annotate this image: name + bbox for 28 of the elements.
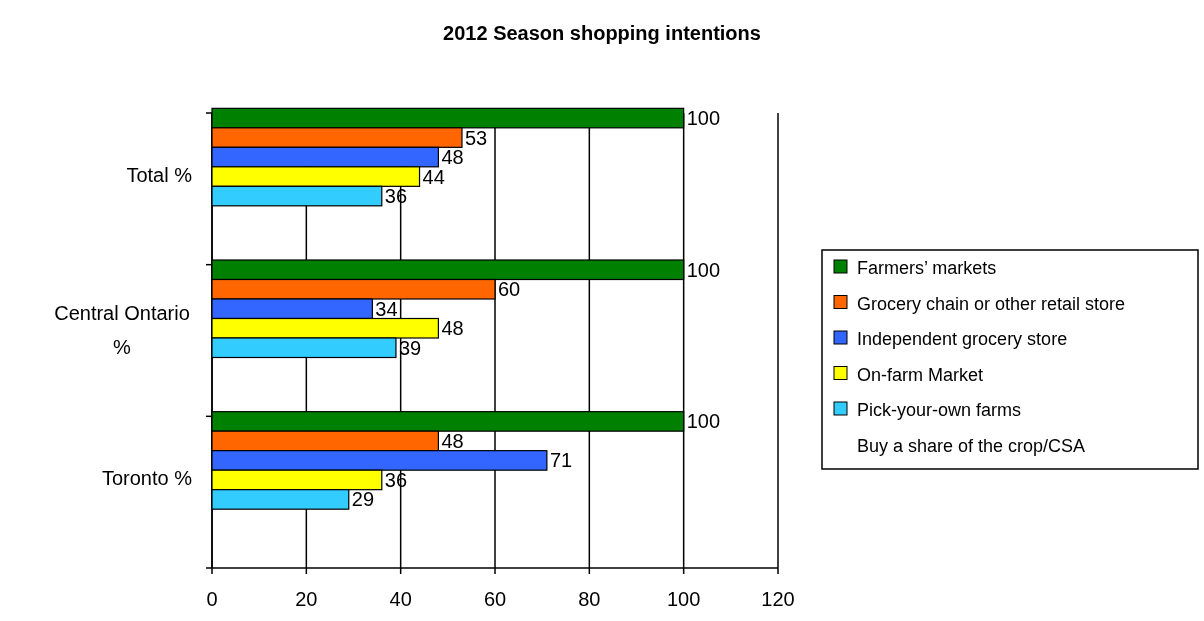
data-label: 60	[498, 278, 521, 301]
x-tick-label: 100	[666, 588, 701, 610]
x-tick-label: 60	[483, 588, 507, 610]
legend-label: Pick-your-own farms	[857, 400, 1022, 420]
data-label: 48	[441, 429, 464, 452]
y-tick-label: Total %	[126, 163, 193, 186]
legend-label: Grocery chain or other retail store	[857, 293, 1126, 314]
x-tick-label: 20	[295, 588, 318, 610]
data-label: 34	[375, 297, 398, 320]
data-label: 48	[441, 317, 464, 340]
data-label: 100	[686, 107, 721, 130]
legend-label: Farmers’ markets	[857, 258, 997, 278]
legend-label: Independent grocery store	[857, 329, 1068, 349]
chart-title: 2012 Season shopping intentions	[443, 22, 761, 44]
y-tick-label: Toronto %	[101, 467, 193, 490]
data-label: 53	[464, 126, 488, 149]
data-label: 100	[686, 410, 721, 433]
legend-label: On-farm Market	[857, 364, 984, 385]
x-tick-label: 120	[761, 588, 795, 610]
data-label: 100	[686, 258, 721, 281]
x-tick-label: 0	[206, 588, 218, 610]
x-tick-label: 80	[578, 588, 601, 610]
text: Buy a share of the crop/CSA	[857, 435, 1086, 456]
data-label: 29	[351, 488, 375, 511]
x-tick-label: 40	[389, 588, 412, 610]
data-label: 39	[398, 336, 422, 359]
data-label: 71	[549, 449, 573, 472]
y-tick-label: Central Ontario %	[54, 301, 190, 358]
